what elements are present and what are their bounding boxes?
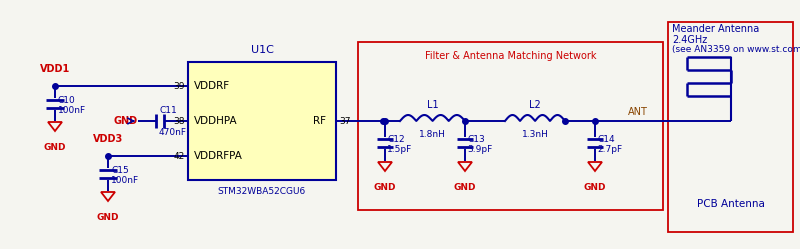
Text: L2: L2 xyxy=(529,100,541,110)
Text: Meander Antenna: Meander Antenna xyxy=(672,24,759,34)
Text: GND: GND xyxy=(97,213,119,222)
Text: VDDHPA: VDDHPA xyxy=(194,116,238,126)
Text: 2.4GHz: 2.4GHz xyxy=(672,35,707,45)
Text: ANT: ANT xyxy=(628,107,648,117)
Text: RF: RF xyxy=(313,116,326,126)
Text: C15: C15 xyxy=(111,166,129,175)
Text: 37: 37 xyxy=(339,117,350,125)
Bar xyxy=(188,62,336,180)
Text: C14: C14 xyxy=(597,134,614,143)
Text: VDD1: VDD1 xyxy=(40,64,70,74)
Text: 1.8nH: 1.8nH xyxy=(419,129,446,138)
Text: Filter & Antenna Matching Network: Filter & Antenna Matching Network xyxy=(425,51,596,61)
Text: C13: C13 xyxy=(467,134,485,143)
Text: 1.5pF: 1.5pF xyxy=(387,144,412,153)
Text: C12: C12 xyxy=(387,134,405,143)
Text: U1C: U1C xyxy=(250,45,274,55)
Text: L1: L1 xyxy=(426,100,438,110)
Text: 100nF: 100nF xyxy=(58,106,86,115)
Text: GND: GND xyxy=(113,116,137,126)
Text: 38: 38 xyxy=(174,117,185,125)
Text: (see AN3359 on www.st.com): (see AN3359 on www.st.com) xyxy=(672,45,800,54)
Text: 3.9pF: 3.9pF xyxy=(467,144,492,153)
Text: STM32WBA52CGU6: STM32WBA52CGU6 xyxy=(218,187,306,196)
Text: GND: GND xyxy=(44,143,66,152)
Text: GND: GND xyxy=(584,183,606,192)
Text: C11: C11 xyxy=(159,106,177,115)
Text: VDDRFPA: VDDRFPA xyxy=(194,151,243,161)
Text: VDDRF: VDDRF xyxy=(194,81,230,91)
Text: 42: 42 xyxy=(174,151,185,161)
Text: PCB Antenna: PCB Antenna xyxy=(697,199,765,209)
Bar xyxy=(358,42,663,210)
Text: 39: 39 xyxy=(174,81,185,90)
Text: C10: C10 xyxy=(58,96,76,105)
Text: GND: GND xyxy=(374,183,396,192)
Text: 100nF: 100nF xyxy=(111,176,139,185)
Text: GND: GND xyxy=(454,183,476,192)
Text: VDD3: VDD3 xyxy=(93,134,123,144)
Text: 1.3nH: 1.3nH xyxy=(522,129,549,138)
Text: 470nF: 470nF xyxy=(159,127,187,136)
Bar xyxy=(668,22,793,232)
Text: 2.7pF: 2.7pF xyxy=(597,144,622,153)
